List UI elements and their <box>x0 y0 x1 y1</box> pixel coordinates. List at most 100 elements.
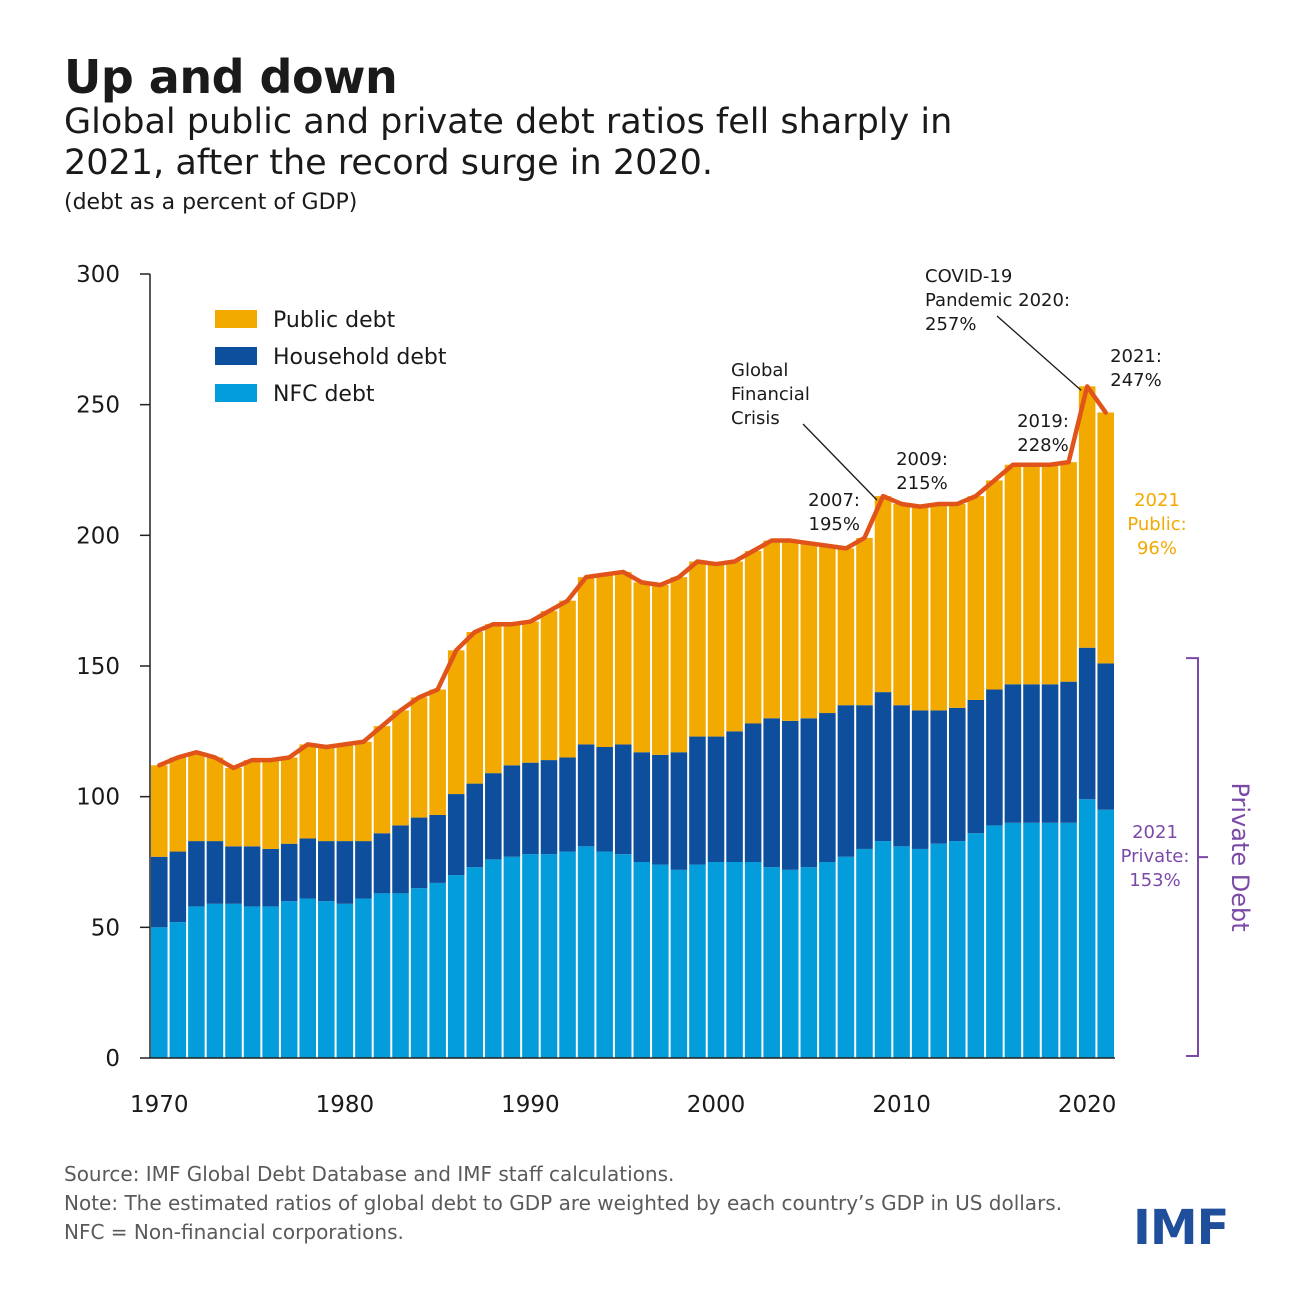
legend-label-household: Household debt <box>273 345 447 370</box>
bar-household-1982 <box>373 833 391 894</box>
annotation-line: 195% <box>809 514 860 535</box>
bar-household-1984 <box>410 817 428 889</box>
bar-household-1976 <box>262 848 279 907</box>
bar-household-2004 <box>781 720 799 870</box>
bar-nfc-1996 <box>633 862 651 1058</box>
annotation-line: 247% <box>1110 370 1161 391</box>
y-tick-label: 200 <box>76 523 120 549</box>
bar-nfc-2016 <box>1004 822 1022 1058</box>
bar-household-1991 <box>540 760 558 855</box>
annotation-line: Private: <box>1121 846 1190 867</box>
bar-public-2013 <box>948 503 966 708</box>
private-debt-bracket <box>1186 657 1208 1057</box>
bar-household-1987 <box>466 783 484 868</box>
bar-nfc-2004 <box>781 869 799 1058</box>
annotation-line: 96% <box>1137 538 1177 559</box>
bar-public-2016 <box>1004 464 1022 685</box>
bar-household-1992 <box>559 757 576 852</box>
bar-household-2005 <box>800 718 818 868</box>
bar-household-1997 <box>652 754 669 865</box>
y-tick-label: 150 <box>76 654 120 680</box>
bar-household-1990 <box>522 762 539 855</box>
bar-nfc-1991 <box>540 854 558 1058</box>
bar-nfc-2007 <box>837 856 855 1058</box>
bar-public-2015 <box>986 480 1003 690</box>
bar-nfc-2015 <box>986 825 1003 1058</box>
methodology-note: Note: The estimated ratios of global deb… <box>64 1191 1063 1244</box>
bar-nfc-1972 <box>188 906 205 1058</box>
bar-nfc-1982 <box>373 893 391 1058</box>
bar-public-1994 <box>596 574 613 748</box>
annotation-private2021: 2021 Private: 153% <box>1121 822 1190 891</box>
annotation-line: Global <box>731 360 788 381</box>
legend-swatch-household <box>215 347 257 365</box>
bar-household-1986 <box>447 794 465 876</box>
unit-label: (debt as a percent of GDP) <box>64 190 358 215</box>
bar-nfc-2005 <box>800 867 818 1058</box>
bar-public-2017 <box>1023 464 1040 685</box>
bar-household-1972 <box>188 841 205 907</box>
bar-nfc-2019 <box>1060 822 1077 1058</box>
annotations-group: Global Financial Crisis 2007: 195% 2009: 215% C… <box>731 266 1254 1057</box>
annotation-line: 2007: <box>808 490 860 511</box>
bar-household-2002 <box>744 723 762 862</box>
bar-nfc-2000 <box>707 862 725 1058</box>
x-tick-label: 2020 <box>1058 1092 1117 1118</box>
bar-nfc-1973 <box>206 903 224 1058</box>
bar-public-2004 <box>781 540 799 721</box>
bar-household-2018 <box>1041 684 1059 823</box>
bar-public-1986 <box>447 650 465 795</box>
annotation-y2019: 2019: 228% <box>1017 411 1069 456</box>
bar-nfc-1975 <box>243 906 261 1058</box>
bar-household-1980 <box>336 841 354 904</box>
bar-household-2011 <box>911 710 929 849</box>
bar-public-2005 <box>800 543 818 719</box>
bar-household-1996 <box>633 752 651 862</box>
x-tick-label: 1980 <box>316 1092 375 1118</box>
bar-nfc-1978 <box>299 898 317 1058</box>
y-tick-label: 100 <box>76 785 120 811</box>
bar-nfc-2021 <box>1097 809 1114 1058</box>
bar-household-1983 <box>392 825 409 894</box>
total-debt-line <box>157 384 1108 771</box>
bar-public-2009 <box>874 496 892 693</box>
bar-nfc-2018 <box>1041 822 1059 1058</box>
stacked-bar-chart: 0 50 100 150 200 250 300 1970 1980 1990 2000 2010 20… <box>76 262 1254 1118</box>
bar-nfc-2001 <box>726 862 743 1058</box>
bar-public-1973 <box>206 757 224 842</box>
bar-household-2000 <box>707 736 725 862</box>
bar-nfc-1990 <box>522 854 539 1058</box>
annotation-line: 2021: <box>1110 346 1162 367</box>
bar-nfc-1989 <box>503 856 521 1058</box>
bar-public-1987 <box>466 632 484 784</box>
bar-household-2010 <box>893 705 910 847</box>
bar-household-1994 <box>596 747 613 852</box>
chart-title: Up and down <box>64 50 398 104</box>
bar-public-2019 <box>1060 462 1077 682</box>
bar-household-2016 <box>1004 684 1022 823</box>
bar-public-1977 <box>280 757 298 844</box>
bar-public-1974 <box>225 767 242 847</box>
y-tick-label: 300 <box>76 262 120 288</box>
x-tick-label: 2000 <box>687 1092 746 1118</box>
bar-public-1975 <box>243 760 261 847</box>
bar-household-1995 <box>614 744 632 855</box>
bar-nfc-2013 <box>948 841 966 1058</box>
bar-public-1979 <box>318 747 335 842</box>
axes-group: 0 50 100 150 200 250 300 1970 1980 1990 2000 2010 20… <box>76 262 1116 1118</box>
bar-nfc-2008 <box>856 848 873 1058</box>
bar-public-2012 <box>930 503 947 711</box>
annotation-line: 228% <box>1017 435 1068 456</box>
bar-household-2017 <box>1023 684 1040 823</box>
bar-nfc-1985 <box>429 882 446 1058</box>
bar-public-2000 <box>707 564 725 737</box>
bar-public-1976 <box>262 760 279 849</box>
x-tick-label: 1990 <box>501 1092 560 1118</box>
covid-leader-line <box>996 315 1082 391</box>
bar-nfc-2014 <box>967 833 985 1058</box>
bar-public-1992 <box>559 600 576 758</box>
bar-nfc-1986 <box>447 875 465 1058</box>
bar-nfc-1976 <box>262 906 279 1058</box>
bar-household-2021 <box>1097 663 1114 810</box>
bar-public-1983 <box>392 710 409 826</box>
